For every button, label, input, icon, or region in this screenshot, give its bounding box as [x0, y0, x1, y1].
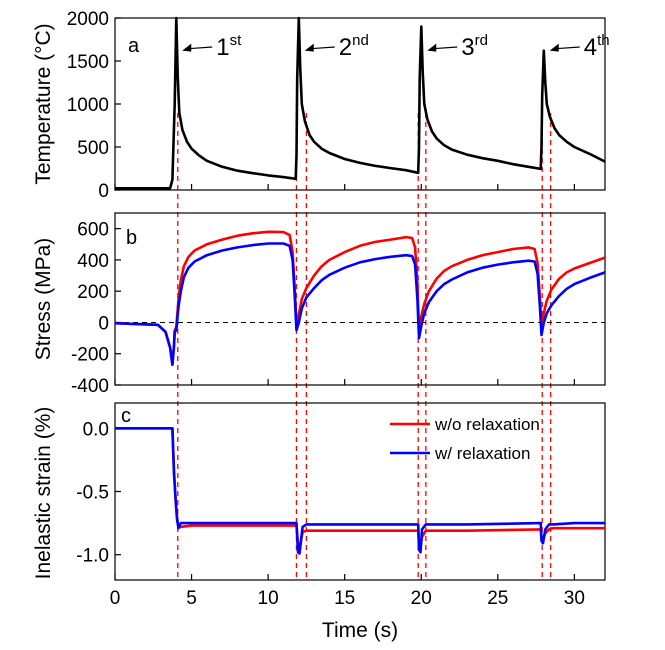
legend-label-w-relaxation: w/ relaxation — [434, 444, 530, 463]
cycle-arrow-line — [188, 46, 213, 50]
y-tick-label: 1000 — [67, 95, 109, 116]
series-line-panel-a-0 — [115, 16, 606, 190]
x-tick-label: 10 — [258, 588, 279, 609]
panel-c-x-ticks: 0 5 10 15 20 25 30 — [110, 588, 585, 609]
y-tick-label: 600 — [77, 220, 109, 241]
x-tick-label: 0 — [110, 588, 121, 609]
panel-b-series — [114, 230, 606, 367]
cycle-label: 4th — [584, 32, 610, 61]
y-tick-label: -1.0 — [76, 546, 109, 567]
panel-b-y-ticks: -400 -200 0 200 400 600 — [71, 220, 121, 397]
panel-b-stress: -400 -200 0 200 400 600 b Stress (MPa) — [32, 212, 606, 397]
series-line-panel-c-0 — [115, 426, 605, 550]
panel-b-frame — [114, 212, 606, 386]
y-tick-label: -200 — [71, 345, 109, 366]
y-tick-label: 200 — [77, 282, 109, 303]
panel-a-series — [115, 16, 606, 190]
cycle-arrow-line — [433, 46, 458, 50]
y-tick-label: 1500 — [67, 52, 109, 73]
cycle-arrow-head — [549, 43, 559, 52]
cycle-label: 3rd — [461, 32, 488, 61]
event-marker-lines — [177, 113, 552, 580]
panel-a-label: a — [128, 35, 140, 57]
series-line-panel-c-1 — [115, 426, 605, 555]
panel-c-y-ticks: -1.0 -0.5 0.0 — [76, 419, 121, 567]
panel-c-inelastic-strain: -1.0 -0.5 0.0 0 5 10 15 20 25 30 c Inelastic str… — [32, 402, 606, 642]
cycle-label: 1st — [216, 32, 242, 61]
x-tick-label: 15 — [334, 588, 355, 609]
panel-a-temperature: 0 500 1000 1500 2000 1st 2nd 3rd 4th a Temperat… — [32, 9, 610, 202]
legend-label-wo-relaxation: w/o relaxation — [434, 415, 540, 434]
cycle-arrow-line — [310, 46, 335, 50]
panel-a-cycle-annotations: 1st 2nd 3rd 4th — [182, 32, 610, 61]
x-tick-label: 25 — [487, 588, 508, 609]
y-tick-label: -0.5 — [76, 483, 109, 504]
panel-c-series — [115, 426, 605, 555]
x-tick-label: 5 — [186, 588, 197, 609]
x-axis-title: Time (s) — [322, 619, 398, 642]
y-tick-label: 2000 — [67, 9, 109, 30]
panel-a-y-ticks: 0 500 1000 1500 2000 — [67, 9, 121, 202]
panel-b-y-axis-title: Stress (MPa) — [32, 238, 55, 361]
panel-c-label: c — [121, 405, 131, 427]
cycle-arrow-line — [555, 46, 580, 50]
cycle-arrow-head — [427, 43, 437, 52]
series-line-panel-b-0 — [114, 230, 606, 367]
y-tick-label: 400 — [77, 251, 109, 272]
cycle-label: 2nd — [339, 32, 369, 61]
y-tick-label: 0 — [98, 181, 109, 202]
y-tick-label: -400 — [71, 376, 109, 397]
panel-c-y-axis-title: Inelastic strain (%) — [32, 407, 55, 580]
series-line-panel-b-1 — [114, 242, 606, 367]
cycle-arrow-head — [182, 43, 192, 52]
panel-b-label: b — [126, 227, 137, 249]
x-tick-label: 30 — [564, 588, 585, 609]
y-tick-label: 500 — [77, 138, 109, 159]
y-tick-label: 0 — [98, 313, 109, 334]
y-tick-label: 0.0 — [83, 419, 109, 440]
cycle-arrow-head — [304, 43, 314, 52]
panel-a-y-axis-title: Temperature (°C) — [32, 23, 55, 184]
x-tick-label: 20 — [411, 588, 432, 609]
legend: w/o relaxation w/ relaxation — [390, 415, 540, 463]
